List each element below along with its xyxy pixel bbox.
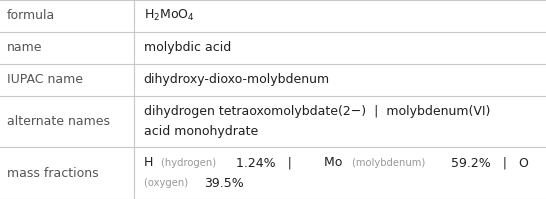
Text: (oxygen): (oxygen)	[144, 179, 191, 188]
Text: 59.2%   |   O: 59.2% | O	[451, 156, 529, 169]
Text: alternate names: alternate names	[7, 115, 110, 128]
Text: dihydrogen tetraoxomolybdate(2−)  |  molybdenum(VI): dihydrogen tetraoxomolybdate(2−) | molyb…	[144, 104, 490, 118]
Text: molybdic acid: molybdic acid	[144, 41, 231, 54]
Text: 1.24%   |: 1.24% |	[236, 156, 304, 169]
Text: IUPAC name: IUPAC name	[7, 73, 82, 86]
Text: H: H	[144, 156, 157, 169]
Text: (hydrogen): (hydrogen)	[161, 158, 219, 168]
Text: formula: formula	[7, 9, 55, 22]
Text: mass fractions: mass fractions	[7, 167, 98, 180]
Text: name: name	[7, 41, 42, 54]
Text: 39.5%: 39.5%	[205, 177, 244, 190]
Text: (molybdenum): (molybdenum)	[353, 158, 429, 168]
Text: Mo: Mo	[324, 156, 346, 169]
Text: dihydroxy-dioxo-molybdenum: dihydroxy-dioxo-molybdenum	[144, 73, 330, 86]
Text: $\mathregular{H_2MoO_4}$: $\mathregular{H_2MoO_4}$	[144, 8, 194, 23]
Text: acid monohydrate: acid monohydrate	[144, 125, 258, 138]
